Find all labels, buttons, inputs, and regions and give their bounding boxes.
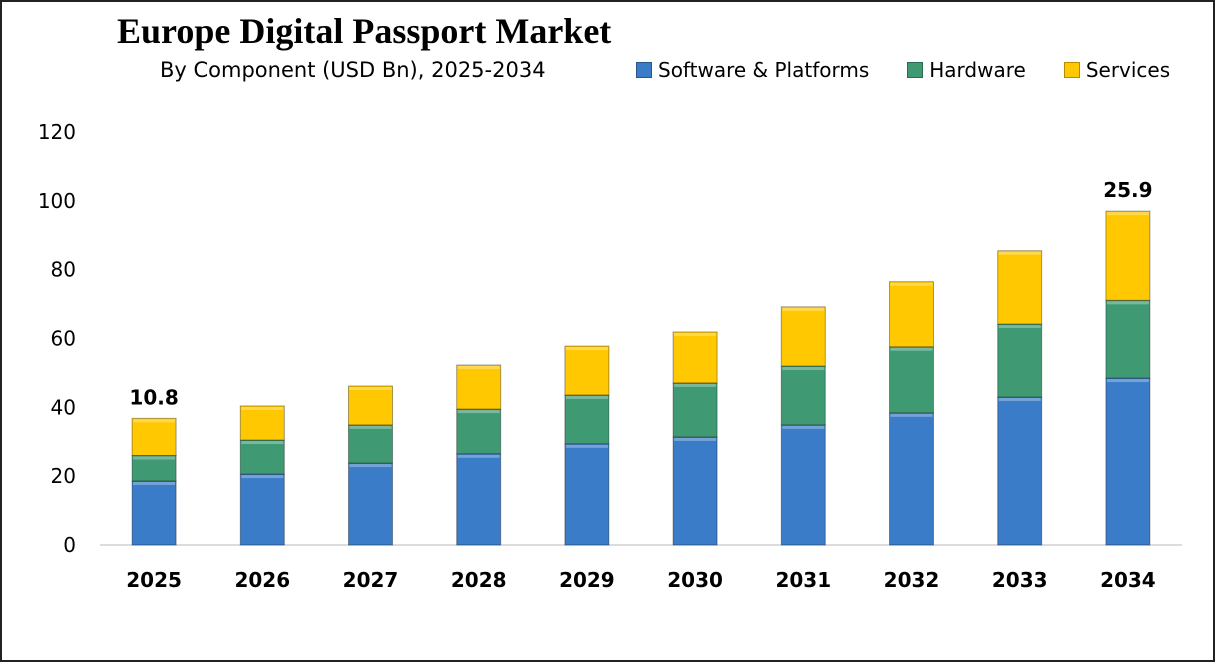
bar-bevel: [782, 367, 825, 371]
x-tick-label: 2026: [234, 568, 290, 592]
bar-segment-software-platforms-2031: [780, 424, 826, 546]
y-tick-label: 40: [51, 395, 76, 419]
bar-bevel: [349, 425, 392, 429]
legend-label: Services: [1085, 58, 1171, 82]
y-tick-label: 100: [38, 189, 76, 213]
bar-segment-services-2031: [780, 306, 826, 367]
bar-bevel: [674, 383, 717, 387]
x-tick-label: 2034: [1100, 568, 1156, 592]
bar-bevel: [998, 325, 1041, 329]
bar-bevel: [890, 282, 933, 286]
bar-bevel: [890, 413, 933, 417]
legend-label: Hardware: [929, 58, 1026, 82]
bar-segment-services-2028: [456, 364, 502, 410]
bar-bevel: [1106, 301, 1149, 305]
bar-segment-software-platforms-2032: [889, 412, 934, 546]
legend-swatch: [1063, 62, 1080, 78]
bar-segment-services-2026: [239, 405, 285, 441]
bar-segment-services-2032: [889, 281, 934, 348]
bar-bevel: [565, 395, 608, 399]
x-tick-label: 2031: [775, 568, 831, 592]
x-tick-label: 2032: [884, 568, 940, 592]
y-tick-label: 120: [38, 120, 76, 144]
bar-bevel: [133, 481, 176, 485]
bar-bevel: [890, 347, 933, 351]
bar-bevel: [998, 251, 1041, 255]
bar-segment-software-platforms-2030: [672, 436, 718, 546]
y-tick-label: 60: [51, 327, 76, 351]
bar-segment-software-platforms-2026: [239, 473, 285, 546]
bar-bevel: [674, 437, 717, 441]
bar-segment-services-2030: [672, 331, 718, 384]
bar-segment-hardware-2031: [780, 365, 826, 426]
bar-segment-services-2025: [131, 417, 177, 457]
bar-segment-hardware-2028: [456, 408, 502, 455]
legend-swatch: [636, 62, 652, 78]
x-tick-label: 2027: [343, 568, 399, 592]
bar-segment-hardware-2034: [1105, 299, 1151, 379]
legend-item-software: Software & Platforms: [636, 58, 869, 82]
bar-segment-services-2029: [564, 345, 610, 396]
bar-segment-software-platforms-2028: [456, 453, 502, 546]
bar-bevel: [1106, 379, 1149, 383]
bar-bevel: [674, 332, 717, 336]
x-tick-label: 2025: [126, 568, 182, 592]
bar-segment-hardware-2029: [564, 394, 610, 445]
bar-bevel: [241, 441, 284, 445]
bar-segment-software-platforms-2034: [1105, 377, 1151, 546]
legend-label: Software & Platforms: [658, 58, 870, 82]
bar-bevel: [133, 456, 176, 460]
data-label: 10.8: [129, 385, 178, 409]
bar-bevel: [565, 444, 608, 448]
bar-bevel: [349, 464, 392, 468]
bar-bevel: [241, 406, 284, 410]
bar-segment-software-platforms-2027: [348, 462, 393, 546]
bar-bevel: [457, 366, 500, 370]
bar-segment-software-platforms-2033: [997, 396, 1043, 546]
bar-segment-services-2027: [348, 385, 393, 426]
bar-bevel: [133, 419, 176, 423]
bar-bevel: [241, 475, 284, 479]
bar-segment-software-platforms-2025: [131, 480, 177, 546]
bar-bevel: [782, 425, 825, 429]
data-label: 25.9: [1103, 178, 1152, 202]
bar-bevel: [782, 307, 825, 311]
x-tick-label: 2029: [559, 568, 615, 592]
y-tick-label: 80: [51, 258, 76, 282]
bar-bevel: [457, 454, 500, 458]
bar-segment-hardware-2026: [239, 439, 285, 475]
legend-swatch: [907, 62, 924, 78]
x-tick-label: 2030: [667, 568, 723, 592]
bar-segment-hardware-2030: [672, 382, 718, 438]
legend: Software & Platforms Hardware Services: [636, 58, 1170, 82]
bar-bevel: [1106, 212, 1149, 216]
y-tick-label: 20: [51, 464, 76, 488]
bar-segment-hardware-2032: [889, 346, 934, 414]
x-tick-label: 2028: [451, 568, 507, 592]
bar-bevel: [998, 398, 1041, 402]
bar-segment-services-2034: [1105, 210, 1151, 301]
bar-segment-hardware-2027: [348, 424, 393, 464]
legend-item-hardware: Hardware: [907, 58, 1026, 82]
bar-segment-software-platforms-2029: [564, 443, 610, 546]
x-tick-label: 2033: [992, 568, 1048, 592]
chart-title: Europe Digital Passport Market: [117, 11, 612, 51]
bar-segment-services-2033: [997, 250, 1043, 325]
chart-subtitle: By Component (USD Bn), 2025-2034: [160, 58, 546, 82]
bar-bevel: [457, 410, 500, 414]
bar-bevel: [565, 347, 608, 351]
legend-item-services: Services: [1063, 58, 1171, 82]
bar-segment-hardware-2033: [997, 323, 1043, 398]
bar-bevel: [349, 386, 392, 390]
y-tick-label: 0: [63, 533, 76, 557]
